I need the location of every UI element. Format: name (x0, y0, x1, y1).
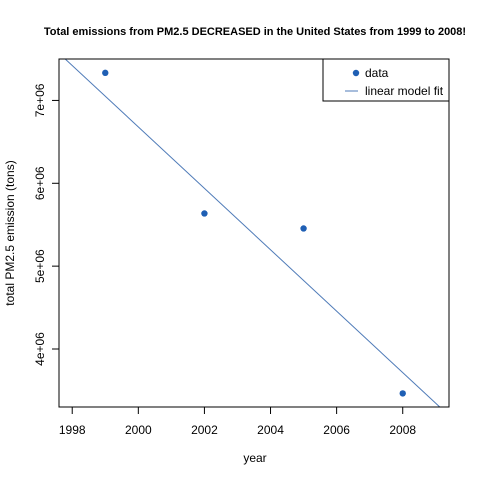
x-tick-label: 2006 (323, 423, 350, 437)
y-tick-label: 5e+06 (33, 249, 47, 283)
fit-layer (64, 59, 441, 407)
x-axis: 1998 2000 2002 2004 2006 2008 (59, 406, 416, 437)
y-tick-label: 7e+06 (33, 83, 47, 117)
y-tick-label: 6e+06 (33, 166, 47, 200)
fit-line (64, 59, 441, 407)
plot-frame (58, 58, 450, 408)
y-axis-label: total PM2.5 emission (tons) (3, 160, 17, 305)
data-point (300, 225, 307, 232)
x-tick-label: 2002 (191, 423, 218, 437)
y-axis: 4e+06 5e+06 6e+06 7e+06 (33, 83, 60, 366)
legend-box (322, 58, 450, 102)
data-point (201, 210, 208, 217)
legend-data-marker (352, 69, 360, 77)
x-tick-label: 2000 (125, 423, 152, 437)
data-point (399, 390, 406, 397)
data-point (102, 69, 109, 77)
legend-data-label: data (365, 66, 389, 80)
plot-area (58, 58, 450, 408)
chart-title: Total emissions from PM2.5 DECREASED in … (44, 26, 466, 38)
x-tick-label: 1998 (59, 423, 86, 437)
x-tick-label: 2004 (257, 423, 284, 437)
x-axis-label: year (243, 451, 266, 465)
legend: data linear model fit (322, 58, 450, 102)
points-layer (102, 69, 406, 397)
x-tick-label: 2008 (389, 423, 416, 437)
legend-fit-label: linear model fit (365, 84, 444, 98)
y-tick-label: 4e+06 (33, 332, 47, 366)
